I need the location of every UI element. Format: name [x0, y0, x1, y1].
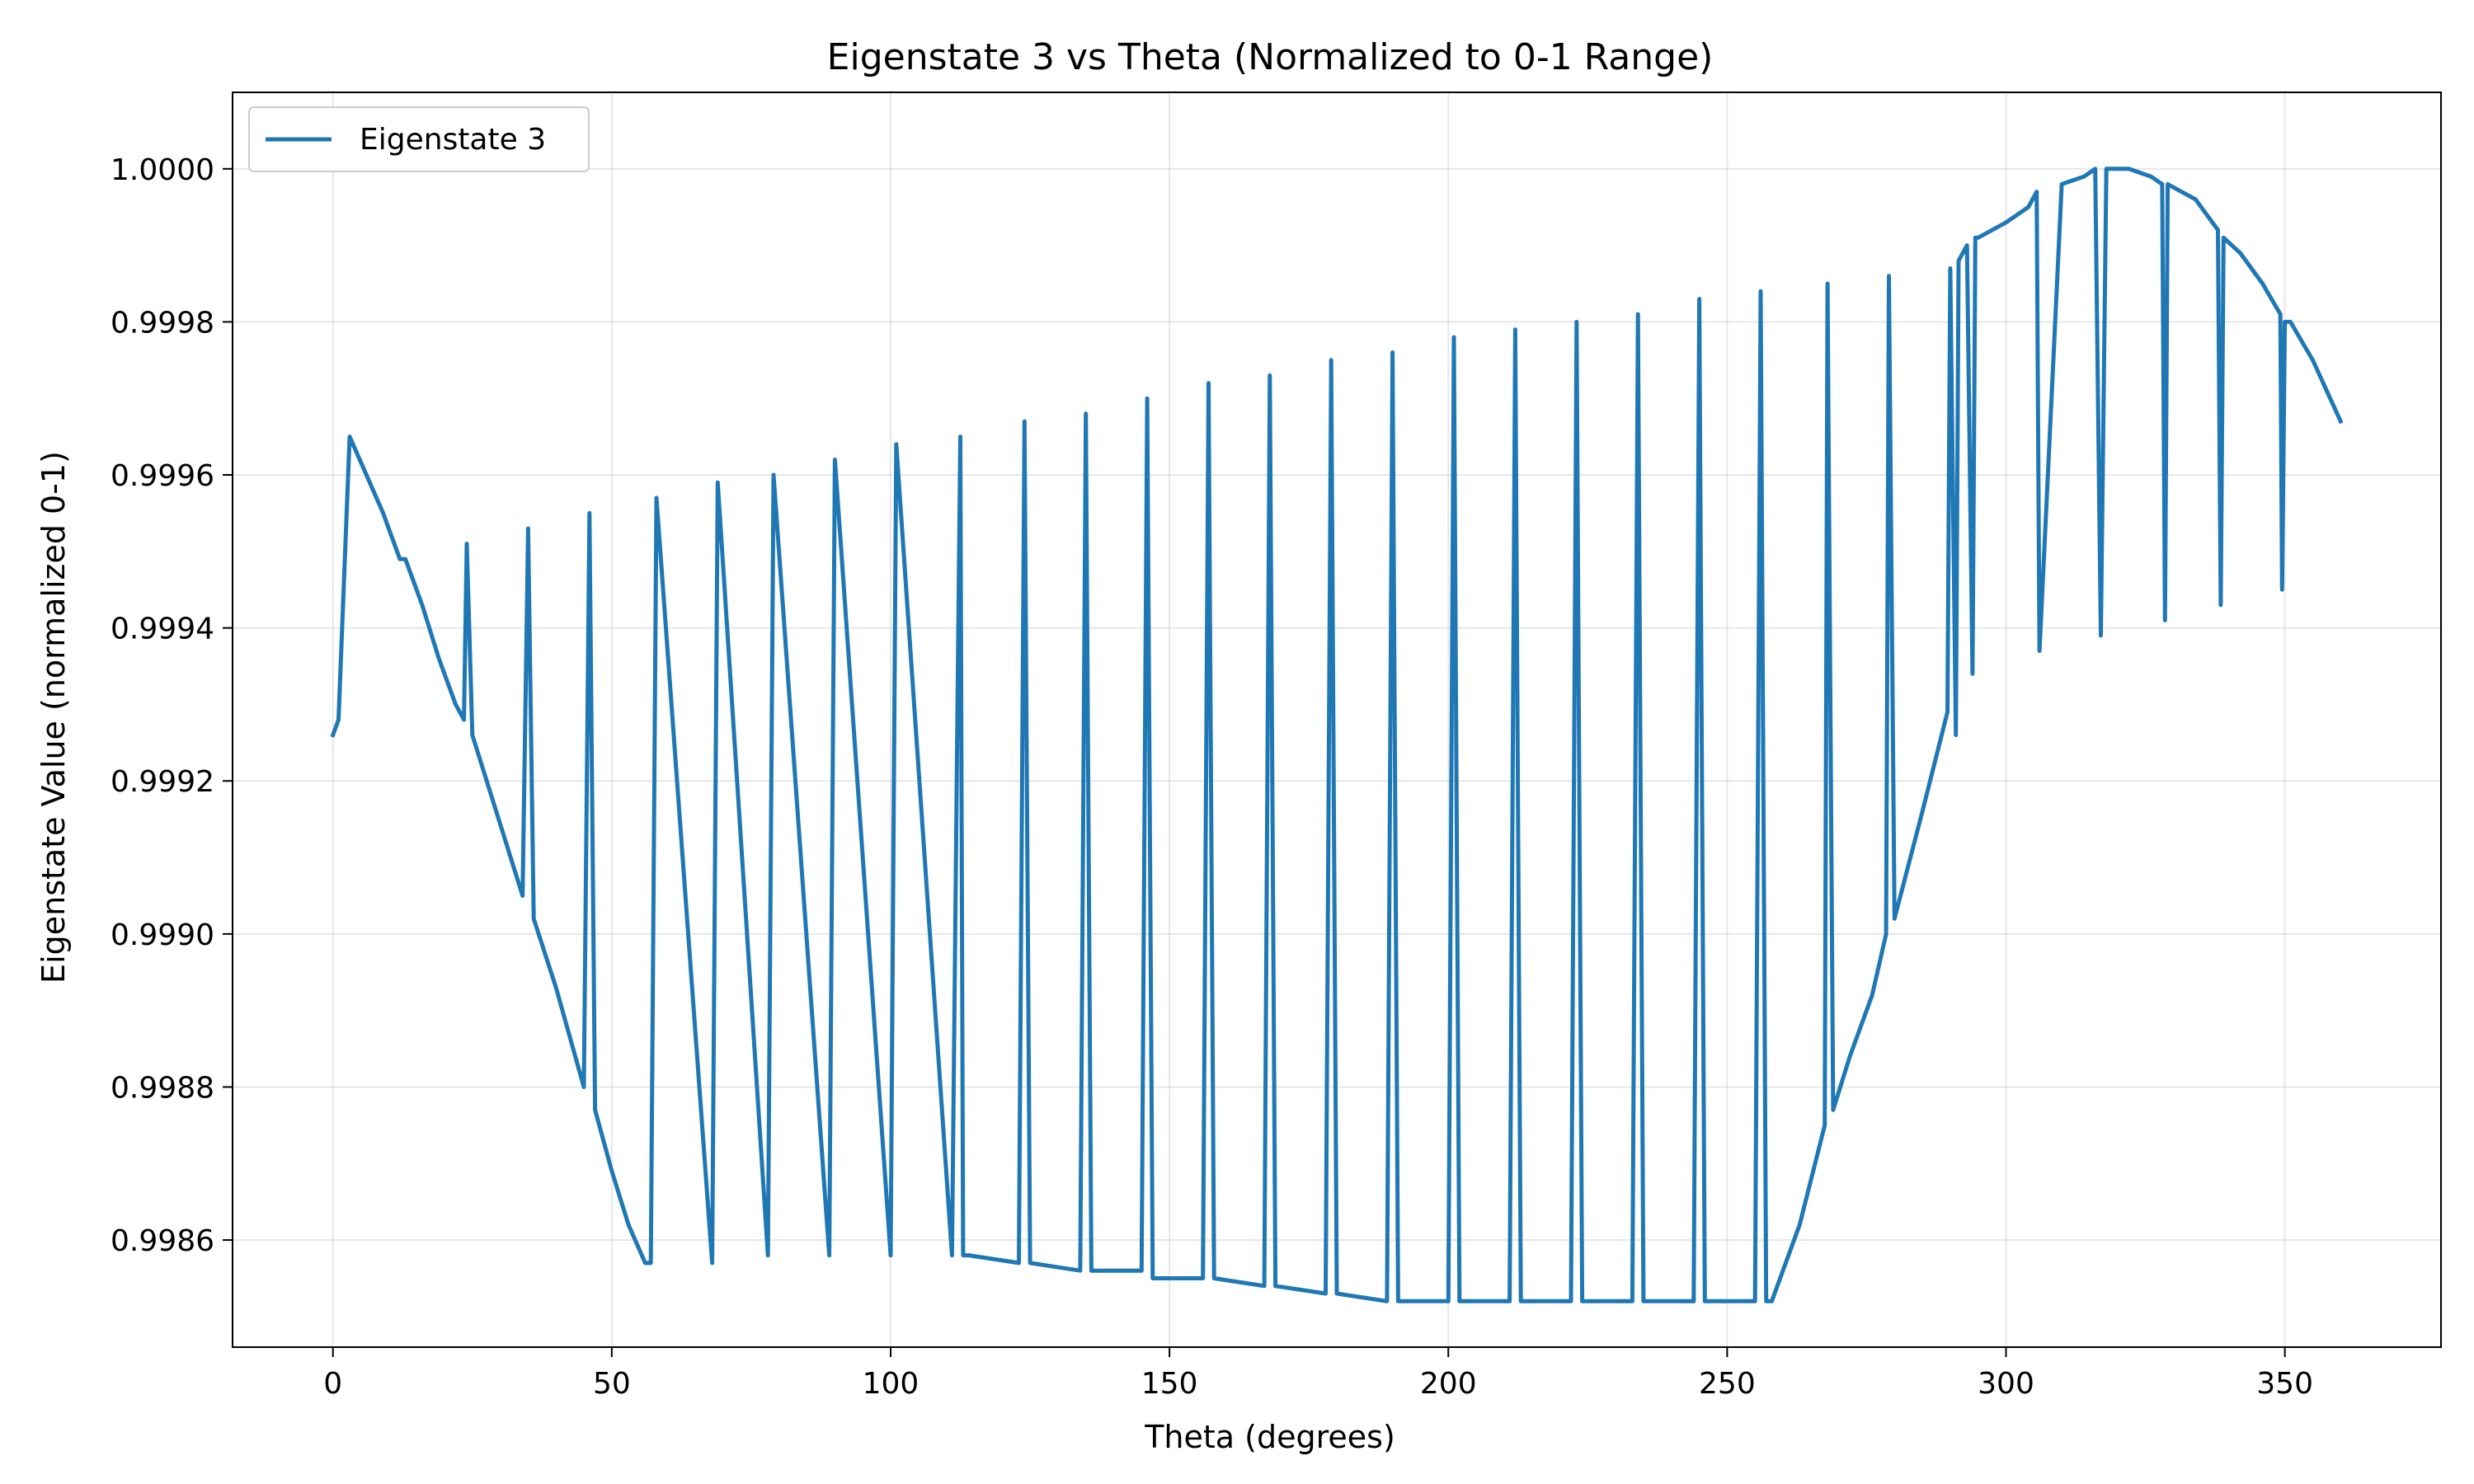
x-tick-label: 250 [1699, 1367, 1756, 1401]
y-axis-label: Eigenstate Value (normalized 0-1) [35, 451, 72, 984]
legend: Eigenstate 3 [248, 106, 590, 172]
x-tick-label: 300 [1978, 1367, 2034, 1401]
y-tick-label: 0.9996 [111, 459, 214, 493]
tick-layer: 0 50 100 150 200 250 300 350 0.9986 0.9988 0.9990 0… [111, 153, 2313, 1401]
y-tick-label: 0.9992 [111, 765, 214, 799]
y-tick-label: 1.0000 [111, 153, 214, 187]
y-tick-label: 0.9988 [111, 1071, 214, 1105]
legend-box [248, 106, 590, 172]
series-layer [330, 167, 2344, 1303]
y-tick-label: 0.9998 [111, 306, 214, 340]
grid [233, 92, 2441, 1347]
y-tick-label: 0.9986 [111, 1224, 214, 1258]
x-tick-label: 0 [323, 1367, 342, 1401]
series-line-eigenstate-3 [330, 167, 2344, 1303]
x-tick-label: 200 [1420, 1367, 1477, 1401]
x-tick-label: 100 [863, 1367, 920, 1401]
x-tick-label: 150 [1141, 1367, 1198, 1401]
y-tick-label: 0.9990 [111, 918, 214, 952]
chart-title: Eigenstate 3 vs Theta (Normalized to 0-1… [827, 36, 1714, 78]
plot-frame [232, 92, 2442, 1348]
x-axis-label: Theta (degrees) [1144, 1419, 1395, 1455]
x-tick-label: 350 [2256, 1367, 2313, 1401]
legend-label-eigenstate-3: Eigenstate 3 [360, 123, 546, 157]
x-tick-label: 50 [593, 1367, 631, 1401]
y-tick-label: 0.9994 [111, 613, 214, 646]
